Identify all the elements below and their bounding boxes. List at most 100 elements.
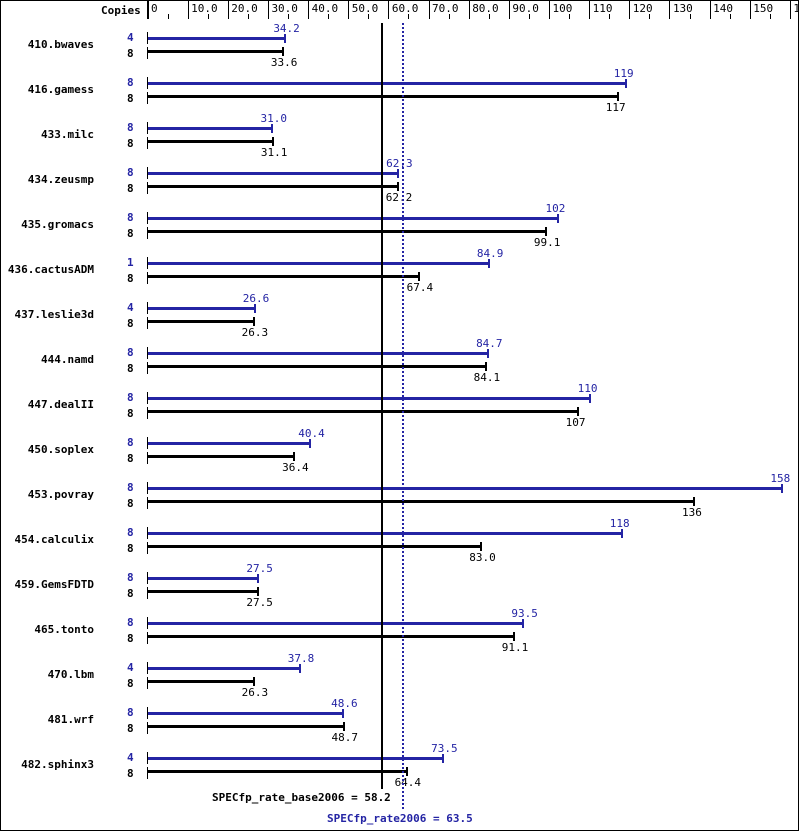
base-copies: 8 — [127, 317, 134, 330]
base-reference-label: SPECfp_rate_base2006 = 58.2 — [212, 791, 391, 804]
peak-bar-cap — [284, 34, 287, 43]
base-bar — [148, 410, 578, 413]
peak-bar — [148, 397, 590, 400]
base-value: 26.3 — [241, 326, 269, 339]
benchmark-label: 459.GemsFDTD — [14, 578, 94, 591]
row-axis-segment — [147, 722, 148, 734]
base-bar — [148, 365, 486, 368]
peak-bar — [148, 307, 255, 310]
minor-tick — [288, 14, 290, 19]
base-bar-cap — [544, 227, 547, 236]
peak-value: 34.2 — [273, 22, 300, 35]
peak-bar — [148, 487, 783, 490]
row-axis-segment — [147, 587, 148, 599]
major-tick — [428, 1, 430, 19]
base-copies: 8 — [127, 137, 134, 150]
base-bar — [148, 50, 283, 53]
minor-tick — [207, 14, 209, 19]
peak-bar-cap — [442, 754, 445, 763]
peak-value: 31.0 — [260, 112, 287, 125]
base-bar-cap — [693, 497, 696, 506]
row-axis-segment — [147, 767, 148, 779]
row-axis-segment — [147, 32, 148, 44]
major-tick — [629, 1, 631, 19]
base-value: 26.3 — [241, 686, 269, 699]
peak-copies: 8 — [127, 706, 134, 719]
peak-bar-cap — [309, 439, 312, 448]
base-bar-cap — [257, 587, 260, 596]
base-bar — [148, 500, 695, 503]
base-copies: 8 — [127, 677, 134, 690]
minor-tick — [167, 14, 169, 19]
benchmark-label: 470.lbm — [47, 668, 94, 681]
base-bar-cap — [616, 92, 619, 101]
tick-label: 30.0 — [271, 2, 298, 15]
row-axis-segment — [147, 707, 148, 719]
base-bar-cap — [417, 272, 420, 281]
peak-value: 84.9 — [476, 247, 504, 260]
base-bar — [148, 635, 514, 638]
peak-copies: 1 — [127, 256, 134, 269]
peak-copies: 8 — [127, 436, 134, 449]
row-axis-segment — [147, 167, 148, 179]
tick-label: 10.0 — [191, 2, 218, 15]
base-bar-cap — [342, 722, 345, 731]
base-bar-cap — [576, 407, 579, 416]
tick-label: 140 — [713, 2, 733, 15]
major-tick — [348, 1, 350, 19]
row-axis-segment — [147, 122, 148, 134]
peak-copies: 8 — [127, 616, 134, 629]
peak-bar-cap — [298, 664, 301, 673]
base-copies: 8 — [127, 587, 134, 600]
row-axis-segment — [147, 227, 148, 239]
benchmark-label: 450.soplex — [27, 443, 94, 456]
tick-label: 130 — [672, 2, 693, 15]
base-bar — [148, 140, 273, 143]
benchmark-label: 482.sphinx3 — [21, 758, 94, 771]
row-axis-segment — [147, 632, 148, 644]
major-tick — [669, 1, 671, 19]
base-bar-cap — [252, 317, 255, 326]
tick-label: 120 — [632, 2, 653, 15]
base-value: 91.1 — [501, 641, 529, 654]
peak-bar-cap — [271, 124, 274, 133]
minor-tick — [328, 14, 330, 19]
peak-bar — [148, 712, 344, 715]
tick-label: 160 — [793, 2, 798, 15]
base-bar — [148, 320, 254, 323]
major-tick — [549, 1, 550, 19]
base-copies: 8 — [127, 92, 134, 105]
base-copies: 8 — [127, 722, 134, 735]
peak-bar-cap — [522, 619, 525, 628]
benchmark-label: 410.bwaves — [27, 38, 94, 51]
base-bar — [148, 770, 407, 773]
base-bar — [148, 455, 295, 458]
base-value: 99.1 — [533, 236, 561, 249]
peak-value: 48.6 — [331, 697, 358, 710]
peak-value: 158 — [770, 472, 791, 485]
peak-bar — [148, 172, 399, 175]
row-axis-segment — [147, 572, 148, 584]
peak-bar — [148, 577, 259, 580]
base-copies: 8 — [127, 182, 134, 195]
minor-tick — [729, 14, 731, 19]
peak-value: 37.8 — [287, 652, 315, 665]
base-copies: 8 — [127, 272, 134, 285]
peak-copies: 8 — [127, 571, 134, 584]
major-tick — [187, 1, 189, 19]
peak-value: 102 — [545, 202, 566, 215]
base-value: 136 — [682, 506, 702, 519]
peak-value: 84.7 — [476, 337, 503, 350]
peak-bar — [148, 757, 444, 760]
peak-copies: 4 — [127, 31, 134, 44]
peak-bar — [148, 217, 558, 220]
base-value: 36.4 — [282, 461, 309, 474]
peak-value: 73.5 — [431, 742, 458, 755]
peak-value: 118 — [609, 517, 630, 530]
base-bar-cap — [480, 542, 483, 551]
row-axis-segment — [147, 317, 148, 329]
row-axis-segment — [147, 452, 148, 464]
row-axis-segment — [147, 257, 148, 269]
base-bar-cap — [281, 47, 284, 56]
base-copies: 8 — [127, 227, 134, 240]
